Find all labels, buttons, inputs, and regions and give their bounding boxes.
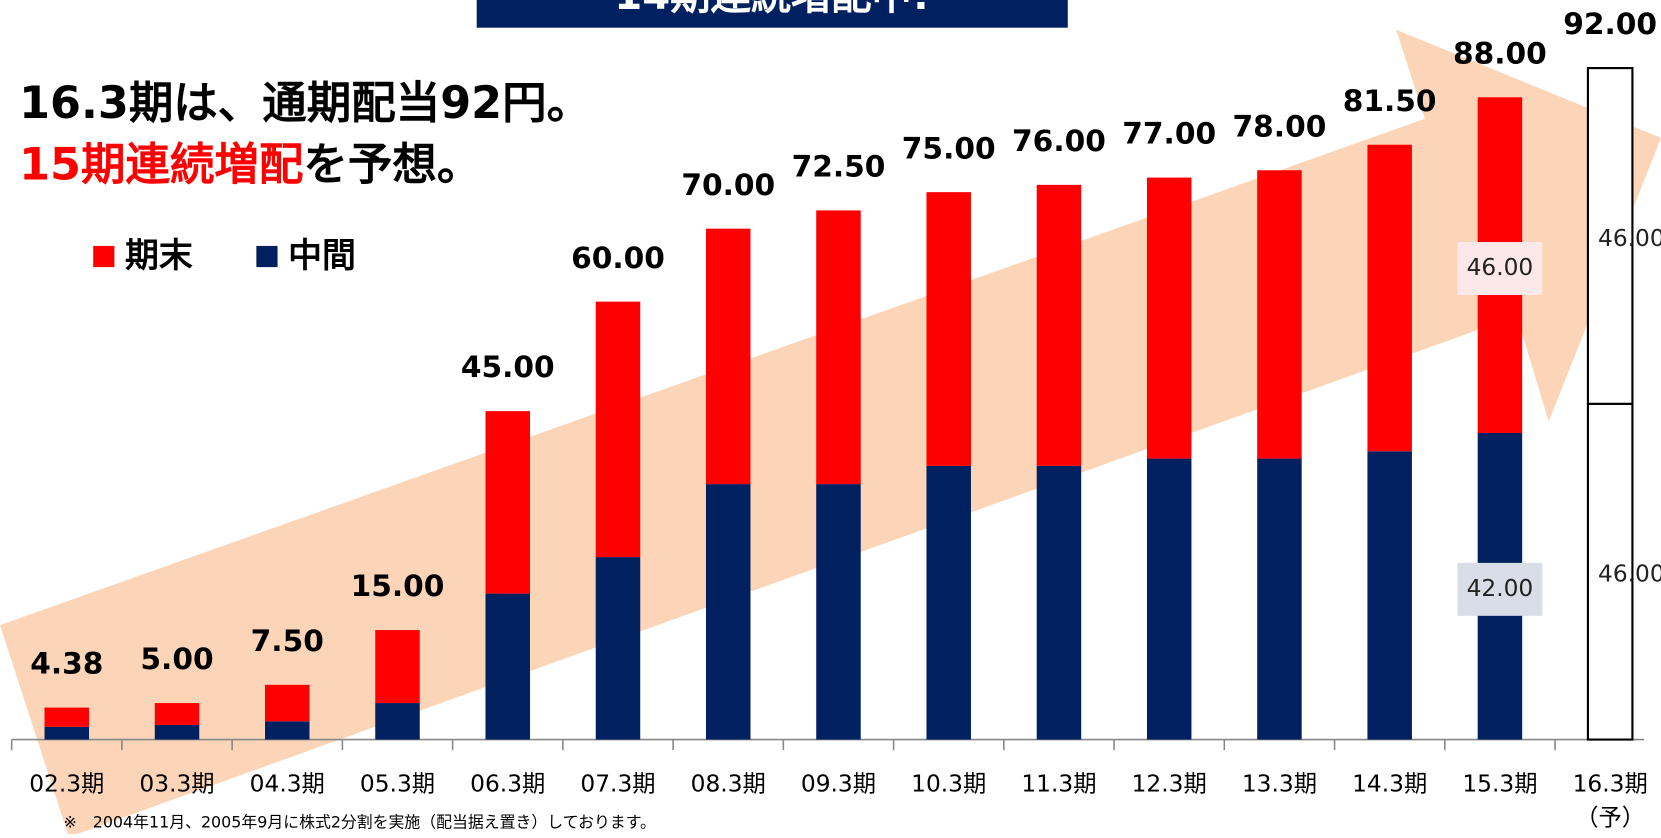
bar-segment <box>1586 67 1634 405</box>
subheadline-rest: を予想。 <box>303 140 481 191</box>
total-label: 92.00 <box>1563 6 1657 41</box>
x-tick-label: 02.3期 <box>29 771 104 798</box>
x-tick-label: 12.3期 <box>1132 771 1207 798</box>
banner: 14期連続増配中! <box>614 0 930 19</box>
segment-label: 46.00 <box>1598 225 1661 252</box>
bar-segment <box>1257 170 1302 459</box>
segment-label: 46.00 <box>1598 561 1661 588</box>
bar-segment <box>926 192 971 466</box>
bar-segment <box>926 465 971 740</box>
legend-swatch <box>93 245 115 268</box>
total-label: 75.00 <box>902 130 996 165</box>
bar-segment <box>265 684 310 722</box>
forecast-label: （予） <box>1575 805 1645 832</box>
bar-segment <box>265 721 310 740</box>
bar-segment <box>1586 402 1634 741</box>
x-tick-label: 13.3期 <box>1242 771 1317 798</box>
bar-segment <box>154 724 200 740</box>
bar-segment <box>1367 144 1412 452</box>
bar-segment <box>1257 458 1302 740</box>
total-label: 70.00 <box>681 167 775 202</box>
bar-segment <box>595 301 641 558</box>
bar-segment <box>154 703 200 725</box>
total-label: 45.00 <box>461 349 555 384</box>
x-tick-label: 08.3期 <box>691 771 766 798</box>
total-label: 60.00 <box>571 240 665 275</box>
x-tick-label: 03.3期 <box>139 771 214 798</box>
subheadline-highlight: 15期連続増配 <box>19 140 303 191</box>
total-label: 76.00 <box>1012 123 1106 158</box>
x-tick-label: 07.3期 <box>580 771 655 798</box>
bar-segment <box>1367 451 1412 740</box>
x-tick-label: 16.3期 <box>1573 771 1648 798</box>
total-label: 88.00 <box>1453 35 1547 70</box>
total-label: 81.50 <box>1343 83 1437 118</box>
segment-label-box <box>1457 562 1543 616</box>
bar-segment <box>1146 458 1192 740</box>
bar-segment <box>44 707 90 727</box>
bar-segment <box>705 228 751 485</box>
segment-label-box <box>1457 242 1543 295</box>
x-tick-label: 11.3期 <box>1021 771 1096 798</box>
segment-label: 42.00 <box>1467 575 1534 602</box>
banner-box <box>476 0 1068 28</box>
legend-label: 期末 <box>125 236 193 275</box>
headline: 16.3期は、通期配当92円。 <box>19 78 591 129</box>
legend-swatch <box>256 245 278 268</box>
x-tick-label: 15.3期 <box>1462 771 1537 798</box>
bar-segment <box>595 557 641 740</box>
x-tick-label: 05.3期 <box>360 771 435 798</box>
bar-segment <box>375 630 420 704</box>
segment-label: 46.00 <box>1467 254 1534 281</box>
x-tick-label: 14.3期 <box>1352 771 1427 798</box>
x-tick-label: 06.3期 <box>470 771 545 798</box>
total-label: 15.00 <box>351 568 445 603</box>
total-label: 77.00 <box>1122 116 1216 151</box>
legend-label: 中間 <box>288 236 356 275</box>
bar-segment <box>705 484 751 740</box>
bar-segment <box>485 593 530 740</box>
total-label: 72.50 <box>792 149 886 184</box>
bar-segment <box>816 484 861 740</box>
bar-segment <box>44 726 90 740</box>
bar-segment <box>1036 184 1082 466</box>
x-tick-label: 09.3期 <box>801 771 876 798</box>
x-tick-label: 04.3期 <box>250 771 325 798</box>
total-label: 4.38 <box>30 646 103 681</box>
bar-segment <box>1036 465 1082 740</box>
subheadline: 15期連続増配を予想。 <box>19 140 481 191</box>
bar-segment <box>816 210 861 485</box>
x-tick-label: 10.3期 <box>911 771 986 798</box>
bar-segment <box>1146 177 1192 459</box>
bar-segment <box>375 703 420 740</box>
total-label: 5.00 <box>140 641 213 676</box>
bar-segment <box>485 411 530 594</box>
total-label: 78.00 <box>1233 108 1327 143</box>
total-label: 7.50 <box>251 623 324 658</box>
footnote: ※ 2004年11月、2005年9月に株式2分割を実施（配当据え置き）しておりま… <box>64 813 656 832</box>
